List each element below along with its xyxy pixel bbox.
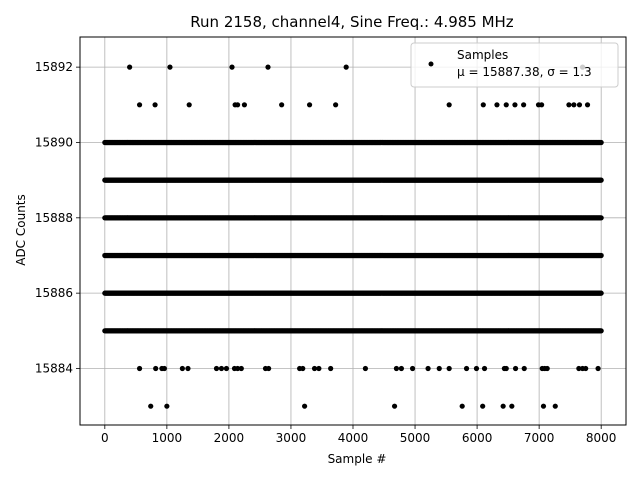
- data-point: [598, 290, 604, 296]
- data-point: [300, 365, 306, 372]
- data-point: [265, 64, 271, 70]
- data-point: [459, 403, 465, 409]
- legend-box: [410, 42, 619, 88]
- data-point: [136, 365, 143, 372]
- data-point: [343, 64, 349, 70]
- data-point: [152, 102, 158, 108]
- data-point: [521, 102, 527, 108]
- data-point: [185, 365, 191, 372]
- x-tick-label: 7000: [524, 431, 555, 445]
- y-axis-ticks: 15884 15886 15888 15890 15892: [35, 60, 80, 375]
- data-point: [583, 365, 589, 372]
- data-point: [473, 365, 480, 372]
- data-point: [480, 403, 486, 409]
- data-point: [391, 403, 398, 409]
- data-point: [127, 64, 133, 70]
- data-point: [241, 102, 248, 108]
- data-point: [362, 365, 369, 372]
- y-tick-label: 15884: [35, 361, 73, 375]
- x-tick-label: 4000: [338, 431, 369, 445]
- data-point: [223, 365, 230, 372]
- data-point: [316, 365, 322, 372]
- data-point: [480, 102, 486, 108]
- data-point: [425, 365, 431, 372]
- legend-stats: μ = 15887.38, σ = 1.3: [457, 65, 592, 79]
- data-point: [446, 102, 452, 108]
- data-point: [539, 102, 545, 108]
- data-point: [393, 365, 400, 372]
- data-point: [161, 365, 167, 372]
- data-point: [576, 102, 583, 108]
- data-point: [266, 365, 272, 372]
- y-tick-label: 15886: [35, 286, 73, 300]
- data-point: [512, 102, 518, 108]
- data-point: [328, 365, 334, 372]
- data-point: [598, 139, 604, 146]
- x-tick-label: 5000: [400, 431, 431, 445]
- y-tick-label: 15888: [35, 211, 73, 225]
- data-point: [398, 365, 404, 372]
- data-point: [153, 365, 159, 372]
- data-point: [234, 365, 241, 372]
- data-point: [136, 102, 143, 108]
- data-point: [481, 365, 488, 372]
- data-point: [494, 102, 500, 108]
- y-axis-label: ADC Counts: [14, 194, 28, 266]
- data-point: [566, 102, 572, 108]
- data-point: [595, 365, 601, 372]
- chart-title: Run 2158, channel4, Sine Freq.: 4.985 MH…: [190, 13, 514, 31]
- legend-marker: [428, 61, 434, 67]
- data-points: [102, 64, 604, 409]
- data-point: [218, 365, 225, 372]
- data-point: [512, 365, 519, 372]
- data-point: [552, 403, 558, 409]
- x-tick-label: 0: [101, 431, 109, 445]
- data-point: [540, 403, 547, 409]
- data-point: [436, 365, 442, 372]
- data-point: [164, 403, 170, 409]
- data-point: [521, 365, 527, 372]
- y-tick-label: 15890: [35, 135, 73, 149]
- data-point: [333, 102, 339, 108]
- data-point: [584, 102, 591, 108]
- x-tick-label: 2000: [214, 431, 245, 445]
- x-tick-label: 1000: [152, 431, 183, 445]
- data-point: [167, 64, 173, 70]
- data-point: [503, 365, 509, 372]
- data-point: [463, 365, 470, 372]
- data-point: [509, 403, 515, 409]
- y-tick-label: 15892: [35, 60, 73, 74]
- legend: Samples μ = 15887.38, σ = 1.3: [410, 42, 619, 88]
- legend-series-name: Samples: [457, 48, 508, 62]
- data-point: [234, 102, 241, 108]
- data-point: [576, 365, 582, 372]
- x-axis-ticks: 0 1000 2000 3000 4000 5000 6000 7000 8000: [101, 425, 616, 445]
- data-point: [148, 403, 154, 409]
- data-point: [302, 403, 308, 409]
- data-point: [279, 102, 285, 108]
- x-axis-label: Sample #: [328, 452, 387, 466]
- data-point: [409, 365, 416, 372]
- x-tick-label: 3000: [276, 431, 307, 445]
- data-point: [571, 102, 577, 108]
- data-point: [229, 64, 235, 70]
- x-tick-label: 8000: [586, 431, 617, 445]
- data-point: [311, 365, 318, 372]
- data-point: [598, 215, 604, 221]
- data-point: [598, 252, 604, 259]
- data-point: [503, 102, 509, 108]
- data-point: [598, 177, 604, 183]
- data-point: [179, 365, 185, 372]
- data-point: [598, 328, 604, 334]
- data-point: [500, 403, 506, 409]
- data-point: [446, 365, 452, 372]
- data-point: [544, 365, 550, 372]
- x-tick-label: 6000: [462, 431, 493, 445]
- data-point: [186, 102, 192, 108]
- data-point: [238, 365, 244, 372]
- data-point: [306, 102, 313, 108]
- data-point: [213, 365, 220, 372]
